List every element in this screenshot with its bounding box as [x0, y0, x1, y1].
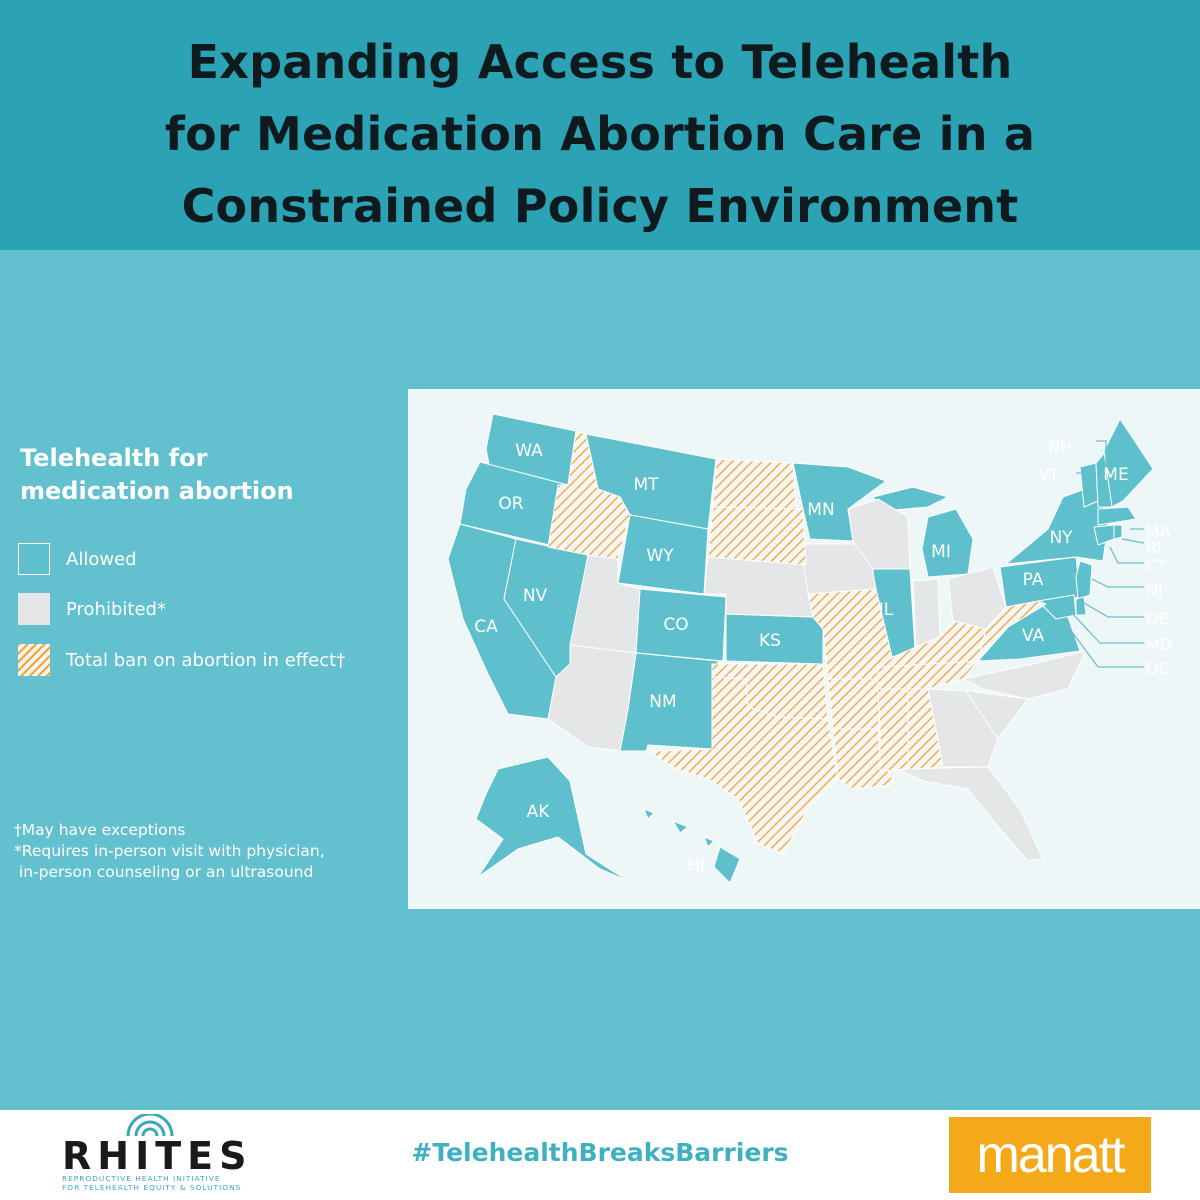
- state-az: [547, 644, 637, 752]
- rhites-wordmark: RHITES: [62, 1134, 253, 1178]
- label-hi: HI: [687, 856, 705, 876]
- state-nj: [1075, 560, 1093, 600]
- state-sd: [707, 506, 807, 566]
- label-nv: NV: [523, 586, 548, 606]
- state-labels: WA OR CA NV MT WY CO NM KS MN IL MI PA N…: [474, 441, 1128, 876]
- label-nj: NJ: [1146, 580, 1163, 599]
- footnotes: †May have exceptions *Requires in-person…: [14, 820, 325, 883]
- state-ky: [877, 620, 987, 668]
- rhites-tagline-line: FOR TELEHEALTH EQUITY & SOLUTIONS: [62, 1183, 242, 1192]
- label-vt: VT: [1038, 465, 1059, 484]
- label-ks: KS: [759, 631, 781, 651]
- label-co: CO: [663, 615, 688, 635]
- state-hi: [643, 808, 741, 884]
- label-il: IL: [879, 600, 894, 620]
- state-ms: [877, 686, 909, 772]
- callout-lines: [1063, 440, 1145, 668]
- state-nc: [962, 650, 1087, 700]
- label-wa: WA: [515, 441, 543, 461]
- state-wi: [847, 498, 911, 570]
- label-nh: NH: [1048, 437, 1072, 456]
- label-ak: AK: [527, 802, 551, 822]
- label-wy: WY: [646, 546, 674, 566]
- state-ak: [475, 756, 629, 882]
- label-mt: MT: [633, 475, 659, 495]
- label-ma: MA: [1146, 522, 1171, 541]
- label-ct: CT: [1146, 556, 1167, 575]
- hashtag: #TelehealthBreaksBarriers: [411, 1138, 789, 1167]
- state-ri: [1113, 524, 1123, 540]
- us-map: WA OR CA NV MT WY CO NM KS MN IL MI PA N…: [447, 413, 1172, 884]
- label-pa: PA: [1023, 570, 1044, 590]
- manatt-logo: manatt: [949, 1117, 1151, 1193]
- legend-title-line: medication abortion: [20, 477, 294, 505]
- state-md: [1037, 594, 1077, 620]
- rhites-tagline-line: REPRODUCTIVE HEALTH INITIATIVE: [62, 1174, 221, 1183]
- state-id: [547, 430, 631, 560]
- state-me: [1103, 418, 1154, 508]
- state-ma: [1097, 506, 1137, 526]
- state-in: [912, 578, 941, 648]
- label-or: OR: [498, 494, 523, 514]
- footnote-exceptions: †May have exceptions: [14, 821, 186, 839]
- legend-label-prohibited: Prohibited*: [66, 598, 166, 620]
- rhites-logo: RHITES REPRODUCTIVE HEALTH INITIATIVE FO…: [62, 1114, 262, 1194]
- label-me: ME: [1103, 465, 1128, 485]
- legend-swatch-prohibited: [18, 593, 50, 625]
- header-banner: Expanding Access to Telehealth for Medic…: [0, 0, 1200, 250]
- legend-item-prohibited: Prohibited*: [18, 592, 166, 626]
- state-tx: [647, 676, 839, 855]
- label-mn: MN: [807, 500, 834, 520]
- label-ca: CA: [474, 617, 498, 637]
- page-title: Expanding Access to Telehealth for Medic…: [0, 26, 1200, 242]
- state-wv: [977, 600, 1047, 662]
- callout-labels: NH VT MA RI CT NJ DE MD DC: [1038, 437, 1172, 678]
- state-la: [832, 728, 897, 790]
- legend-title: Telehealth for medication abortion: [20, 442, 294, 508]
- us-map-panel: WA OR CA NV MT WY CO NM KS MN IL MI PA N…: [408, 389, 1200, 909]
- label-md: MD: [1146, 635, 1172, 654]
- label-dc: DC: [1146, 659, 1170, 678]
- state-de: [1075, 596, 1087, 616]
- state-or: [459, 461, 569, 548]
- label-ny: NY: [1049, 528, 1073, 548]
- legend-swatch-allowed: [18, 543, 50, 575]
- label-ri: RI: [1146, 538, 1162, 557]
- title-line: Constrained Policy Environment: [181, 179, 1019, 233]
- legend-item-allowed: Allowed: [18, 542, 137, 576]
- legend-label-allowed: Allowed: [66, 548, 137, 570]
- rhites-tagline: REPRODUCTIVE HEALTH INITIATIVE FOR TELEH…: [62, 1174, 241, 1192]
- state-fl: [897, 766, 1044, 862]
- label-de: DE: [1146, 609, 1168, 628]
- manatt-wordmark: manatt: [976, 1126, 1126, 1184]
- label-va: VA: [1022, 626, 1045, 646]
- legend-title-line: Telehealth for: [20, 444, 208, 472]
- footnote-requirements: *Requires in-person visit with physician…: [14, 842, 325, 860]
- state-ar: [827, 678, 884, 730]
- label-mi: MI: [931, 542, 951, 562]
- title-line: Expanding Access to Telehealth: [187, 35, 1013, 89]
- state-nd: [712, 458, 797, 510]
- wifi-icon: [126, 1114, 174, 1137]
- state-ct: [1093, 524, 1115, 546]
- legend-label-ban: Total ban on abortion in effect†: [66, 649, 346, 671]
- title-line: for Medication Abortion Care in a: [164, 107, 1036, 161]
- footnote-requirements-cont: in-person counseling or an ultrasound: [14, 863, 314, 881]
- legend-item-ban: Total ban on abortion in effect†: [18, 643, 345, 677]
- legend-swatch-ban: [18, 644, 50, 676]
- label-nm: NM: [649, 692, 676, 712]
